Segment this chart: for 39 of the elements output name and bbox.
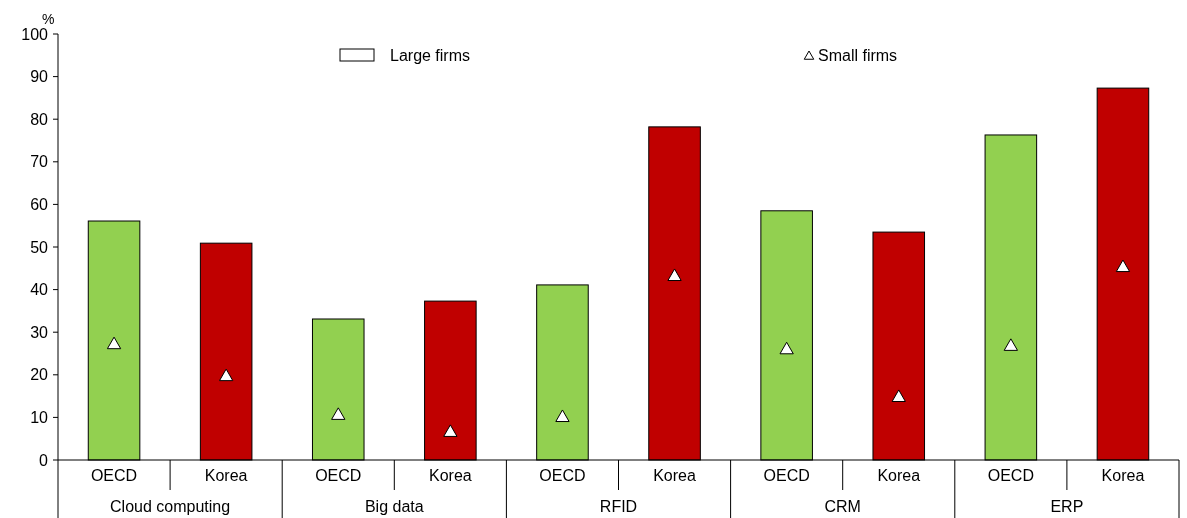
point [331,407,346,420]
y-tick-label: 50 [30,238,49,256]
point [106,336,122,350]
y-tick-label: 80 [30,110,49,128]
x-tick-label: Korea [429,467,472,484]
y-tick-label: 10 [30,409,49,426]
y-axis-title: % [42,11,55,27]
y-tick-label: 30 [30,323,49,341]
text: ERP [1050,498,1084,515]
legend-label: Small firms [818,46,898,64]
point [1003,338,1018,351]
y-tick-label: 60 [30,196,49,213]
y-tick-label: 0 [39,451,49,469]
x-tick-label: OECD [315,467,362,484]
x-tick-label: OECD [90,467,138,484]
y-tick-label: 20 [30,366,49,384]
point [779,341,794,355]
text: Cloud computing [110,498,231,515]
x-tick-label: OECD [763,467,810,484]
legend-label: Large firms [390,46,471,64]
point [219,368,234,382]
x-tick-label: Korea [1101,467,1145,484]
x-tick-label: Korea [877,467,921,484]
x-tick-label: OECD [539,467,586,484]
y-tick-label: 90 [30,68,49,86]
point [667,268,682,282]
x-tick-label: OECD [987,467,1034,484]
y-tick-label: 40 [30,281,49,299]
text: CRM [824,498,861,515]
text: Big data [364,498,424,515]
y-tick-label: 100 [21,25,49,43]
text: RFID [599,498,638,515]
x-tick-label: Korea [653,467,696,484]
x-tick-label: Korea [204,467,248,484]
y-tick-label: 70 [30,153,49,171]
point [1115,259,1131,273]
point [555,409,570,423]
point [443,424,458,437]
point [891,389,906,402]
